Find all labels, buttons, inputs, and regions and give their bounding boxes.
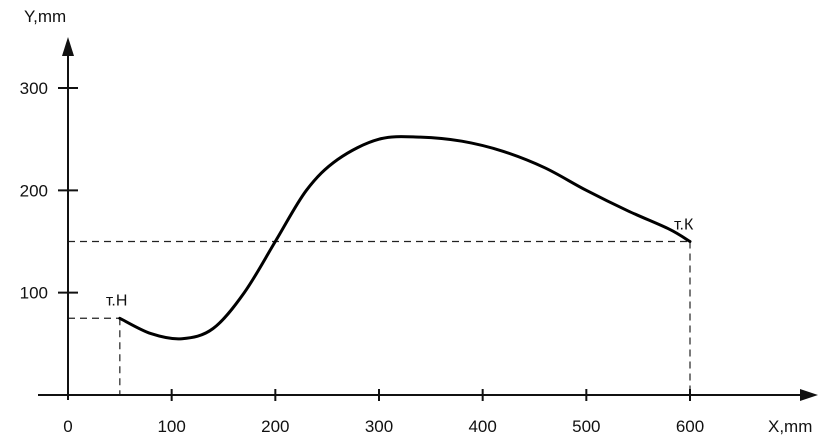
guide-lines [68, 240, 691, 395]
y-tick-label: 100 [20, 284, 48, 303]
annotations: т.Н т.К [106, 217, 694, 310]
y-axis-arrow [62, 37, 74, 56]
x-axis-label: X,mm [768, 417, 812, 436]
y-axis-label: Y,mm [24, 7, 66, 26]
point-label: т.Н [106, 292, 128, 309]
x-tick-label: 200 [261, 417, 289, 436]
series-line [118, 135, 692, 341]
labels: X,mm Y,mm [24, 7, 812, 436]
x-tick-label: 100 [157, 417, 185, 436]
axes [38, 37, 818, 401]
x-tick-label: 300 [365, 417, 393, 436]
x-tick-label: 0 [63, 417, 72, 436]
x-tick-label: 600 [676, 417, 704, 436]
point-label: т.К [674, 217, 694, 234]
x-tick-label: 500 [572, 417, 600, 436]
y-tick-label: 200 [20, 181, 48, 200]
ticks: 0 100 200 300 400 500 600 100 200 300 [20, 79, 705, 436]
x-tick-label: 400 [468, 417, 496, 436]
y-tick-label: 300 [20, 79, 48, 98]
x-axis-arrow [800, 389, 818, 401]
